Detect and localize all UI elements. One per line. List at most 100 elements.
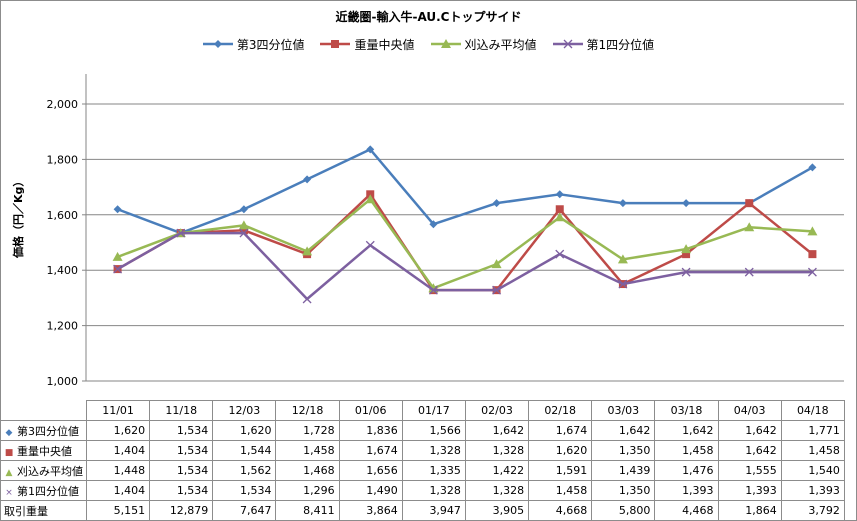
x-tick-label: 01/06 [338,400,403,421]
data-label: 1,458 [780,440,845,461]
data-label: 1,534 [149,440,214,461]
y-tick-label: 1,400 [47,264,79,277]
data-table: 11/01 11/18 12/03 12/18 01/06 01/17 02/03 02/18… [0,400,845,521]
data-point [744,222,755,232]
data-label: 1,476 [654,460,719,481]
data-label: 1,458 [275,440,340,461]
row-label-text: 第1四分位値 [17,484,79,498]
row-label: ■ 重量中央値 [0,440,87,461]
table-cell: 7,647 [212,500,277,521]
data-point [239,226,248,235]
x-tick-label: 04/18 [780,400,845,421]
data-label: 1,393 [654,480,719,501]
data-label: 1,393 [780,480,845,501]
data-label: 1,544 [212,440,277,461]
data-point [366,145,375,154]
data-label: 1,468 [275,460,340,481]
legend-item: 第1四分位値 [552,35,654,53]
row-label: 取引重量 [0,500,87,521]
y-tick-label: 1,800 [47,153,79,166]
series-line-3 [117,198,813,290]
data-label: 1,562 [212,460,277,481]
table-corner [0,400,87,421]
data-point [554,212,565,222]
x-tick-label: 03/03 [591,400,656,421]
table-cell: 12,879 [149,500,214,521]
data-label: 1,540 [780,460,845,481]
table-cell: 3,905 [464,500,530,521]
table-row: ◆ 第3四分位値 1,620 1,534 1,620 1,728 1,836 1,566 1,6… [0,420,845,441]
data-label: 1,656 [338,460,403,481]
data-label: 1,328 [464,480,530,501]
data-label: 1,350 [591,440,656,461]
data-label: 1,728 [275,420,340,441]
y-tick-label: 1,600 [47,209,79,222]
plot-area: 1,000 1,200 1,400 1,600 1,800 2,000 [47,74,844,388]
data-label: 1,458 [528,480,593,501]
data-label: 1,674 [338,440,403,461]
table-row: ▲ 刈込み平均値 1,448 1,534 1,562 1,468 1,656 1,335 1,4… [0,460,845,481]
data-point [807,267,817,277]
row-legend-marker-icon: ■ [4,447,14,458]
table-cell: 4,668 [528,500,593,521]
data-point [239,228,249,238]
row-label: × 第1四分位値 [0,480,87,501]
data-label: 1,642 [464,420,530,441]
x-tick-label: 01/17 [401,400,466,421]
x-tick-label: 12/03 [212,400,277,421]
data-point [682,250,691,259]
legend-swatch [430,39,461,48]
table-row: 取引重量 5,151 12,879 7,647 8,411 3,864 3,947 3,905… [0,500,845,521]
data-point [428,285,438,295]
data-label: 1,490 [338,480,403,501]
data-label: 1,836 [338,420,403,441]
data-label: 1,674 [528,420,593,441]
legend-item: 刈込み平均値 [430,35,537,53]
data-point [491,259,502,269]
data-point [808,250,817,259]
data-point [682,199,691,208]
table-cell: 1,864 [717,500,782,521]
legend-label: 重量中央値 [354,37,415,52]
table-cell: 3,792 [780,500,845,521]
data-point [617,254,628,264]
legend-item: 第3四分位値 [202,35,304,53]
data-label: 1,439 [591,460,656,481]
data-label: 1,404 [85,480,151,501]
data-point [365,194,376,204]
x-tick-label: 11/18 [149,400,214,421]
row-label-text: 第3四分位値 [17,424,79,438]
data-point [302,294,312,304]
data-point [429,220,438,229]
data-point [681,244,692,254]
data-point [807,226,818,236]
legend-item: 重量中央値 [320,35,415,53]
data-label: 1,620 [528,440,593,461]
data-point [303,175,312,184]
data-point [492,285,502,295]
table-header-row: 11/01 11/18 12/03 12/18 01/06 01/17 02/03 02/18… [0,400,845,421]
legend-swatch [202,40,233,48]
row-label-text: 重量中央値 [17,444,72,458]
row-legend-marker-icon: × [5,487,13,498]
row-label: ◆ 第3四分位値 [0,420,87,441]
legend-swatch [320,40,351,48]
table-cell: 4,468 [654,500,719,521]
data-point [745,199,754,208]
x-tick-label: 02/03 [464,400,530,421]
data-point [113,264,123,274]
data-label: 1,620 [85,420,151,441]
data-label: 1,642 [717,440,782,461]
data-point [555,205,564,214]
x-tick-label: 03/18 [654,400,719,421]
data-label: 1,642 [717,420,782,441]
chart-legend: 第3四分位値 重量中央値 刈込み平均値 第1四分位値 [0,35,857,53]
row-legend-marker-icon: ◆ [5,427,13,438]
data-point [365,240,375,250]
data-label: 1,448 [85,460,151,481]
data-point [744,267,754,277]
data-point [808,163,817,172]
data-label: 1,771 [780,420,845,441]
legend-label: 刈込み平均値 [464,37,537,52]
table-row: × 第1四分位値 1,404 1,534 1,534 1,296 1,490 1,328 1,3… [0,480,845,501]
